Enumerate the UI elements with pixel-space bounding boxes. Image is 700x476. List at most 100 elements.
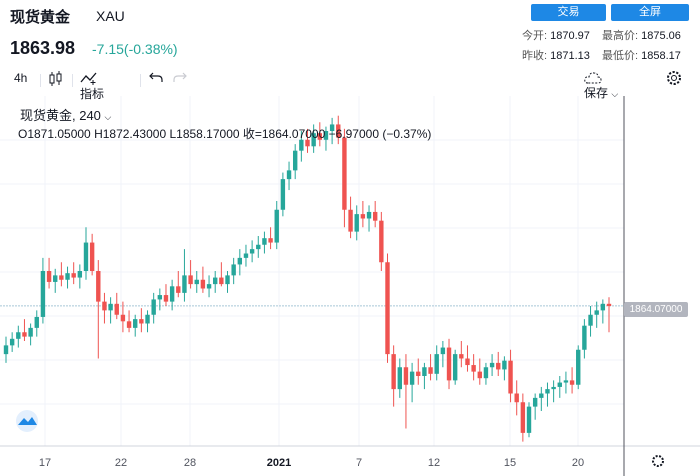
- candle-body: [440, 347, 446, 355]
- candle-body: [145, 314, 150, 324]
- candle-body: [563, 380, 569, 383]
- candle-body: [53, 275, 58, 282]
- candle-body: [520, 402, 526, 433]
- candle-body: [83, 242, 89, 271]
- candle-body: [545, 389, 550, 394]
- chart-area[interactable]: 17 22 28 2021 7 12 15 20: [0, 96, 700, 476]
- candlestick-chart[interactable]: 17 22 28 2021 7 12 15 20: [0, 96, 700, 476]
- candle-body: [489, 362, 495, 368]
- candle-body: [65, 273, 70, 280]
- candle-body: [600, 303, 606, 311]
- legend-ohlc: O1871.05000 H1872.43000 L1858.17000 收=18…: [18, 127, 432, 141]
- candle-body: [286, 170, 292, 180]
- undo-icon[interactable]: [149, 70, 163, 84]
- candle-body: [514, 393, 519, 403]
- candle-body: [219, 277, 224, 285]
- candle-body: [477, 371, 482, 379]
- trade-button[interactable]: 交易: [531, 4, 606, 21]
- interval-selector[interactable]: 4h: [14, 71, 28, 85]
- candle-body: [262, 238, 267, 245]
- candle-body: [569, 380, 575, 385]
- candle-body: [305, 139, 310, 147]
- candle-body: [483, 367, 489, 379]
- candle-body: [120, 314, 126, 322]
- x-tick-label: 7: [356, 457, 362, 469]
- x-tick-label: 22: [115, 457, 127, 469]
- candle-body: [434, 354, 439, 374]
- candle-body: [151, 299, 156, 315]
- candle-body: [452, 354, 458, 381]
- candle-body: [157, 295, 163, 300]
- candle-body: [102, 301, 107, 311]
- candle-body: [243, 253, 249, 258]
- instrument-code: XAU: [96, 8, 125, 24]
- redo-icon[interactable]: [173, 70, 187, 84]
- candle-body: [59, 275, 64, 280]
- stat-low: 最低价: 1858.17: [602, 50, 681, 62]
- candle-body: [108, 303, 113, 311]
- candle-body: [496, 362, 501, 370]
- candle-body: [385, 262, 390, 355]
- indicators-label: 指标: [80, 87, 105, 101]
- candle-body: [526, 406, 532, 433]
- candle-body: [459, 354, 464, 359]
- instrument-name: 现货黄金: [10, 9, 71, 26]
- candle-body: [508, 360, 513, 394]
- candle-body: [225, 275, 230, 285]
- candle-body: [342, 137, 347, 210]
- candle-body: [379, 220, 384, 263]
- candle-body: [428, 367, 433, 374]
- candle-body: [323, 131, 329, 140]
- candle-body: [372, 211, 378, 221]
- candle-body: [299, 139, 304, 151]
- candle-body: [16, 332, 21, 339]
- legend-symbol[interactable]: 现货黄金, 240 ⌵: [20, 108, 112, 123]
- candle-body: [329, 124, 335, 131]
- indicators-button[interactable]: 指标: [80, 71, 104, 102]
- candle-body: [213, 277, 218, 285]
- toolbar-divider: [72, 74, 73, 87]
- candle-body: [274, 209, 279, 243]
- candle-body: [9, 338, 15, 346]
- candle-body: [237, 257, 243, 265]
- candle-body: [206, 284, 212, 289]
- chevron-down-icon: ⌵: [104, 112, 112, 122]
- candle-body: [588, 314, 593, 326]
- candle-body: [89, 242, 95, 271]
- candle-body: [71, 273, 76, 278]
- candle-body: [539, 393, 544, 398]
- save-button[interactable]: 保存 ⌵: [584, 71, 618, 101]
- candle-body: [582, 325, 587, 350]
- quote-header: 现货黄金 XAU 1863.98 -7.15(-0.38%) 交易 全屏 今开:…: [0, 0, 700, 66]
- candle-body: [139, 319, 144, 324]
- candle-body: [126, 321, 132, 328]
- candle-body: [200, 279, 206, 289]
- candle-body: [280, 179, 286, 210]
- chart-toolbar: 4h 指标 保存 ⌵: [0, 68, 700, 101]
- candle-style-icon[interactable]: [48, 70, 64, 88]
- candle-body: [231, 264, 236, 276]
- tradingview-logo-icon[interactable]: [12, 410, 42, 432]
- candle-body: [403, 367, 409, 385]
- x-tick-label: 15: [504, 457, 516, 469]
- candle-body: [409, 371, 415, 385]
- candle-body: [194, 279, 199, 285]
- candle-body: [348, 209, 353, 232]
- settings-gear-icon[interactable]: [666, 70, 682, 86]
- x-tick-label: 12: [428, 457, 440, 469]
- fullscreen-button[interactable]: 全屏: [611, 4, 689, 21]
- candle-body: [336, 124, 341, 138]
- candle-body: [96, 271, 101, 302]
- chevron-down-icon: ⌵: [611, 89, 619, 99]
- candle-body: [391, 354, 396, 390]
- candle-body: [182, 275, 187, 293]
- save-label: 保存: [584, 86, 609, 100]
- candle-body: [311, 133, 316, 147]
- candle-body: [114, 303, 119, 315]
- candle-body: [77, 271, 83, 278]
- candle-body: [317, 133, 323, 140]
- candle-body: [34, 316, 39, 328]
- candle-body: [268, 238, 273, 243]
- candle-body: [446, 347, 452, 381]
- candle-body: [465, 358, 470, 366]
